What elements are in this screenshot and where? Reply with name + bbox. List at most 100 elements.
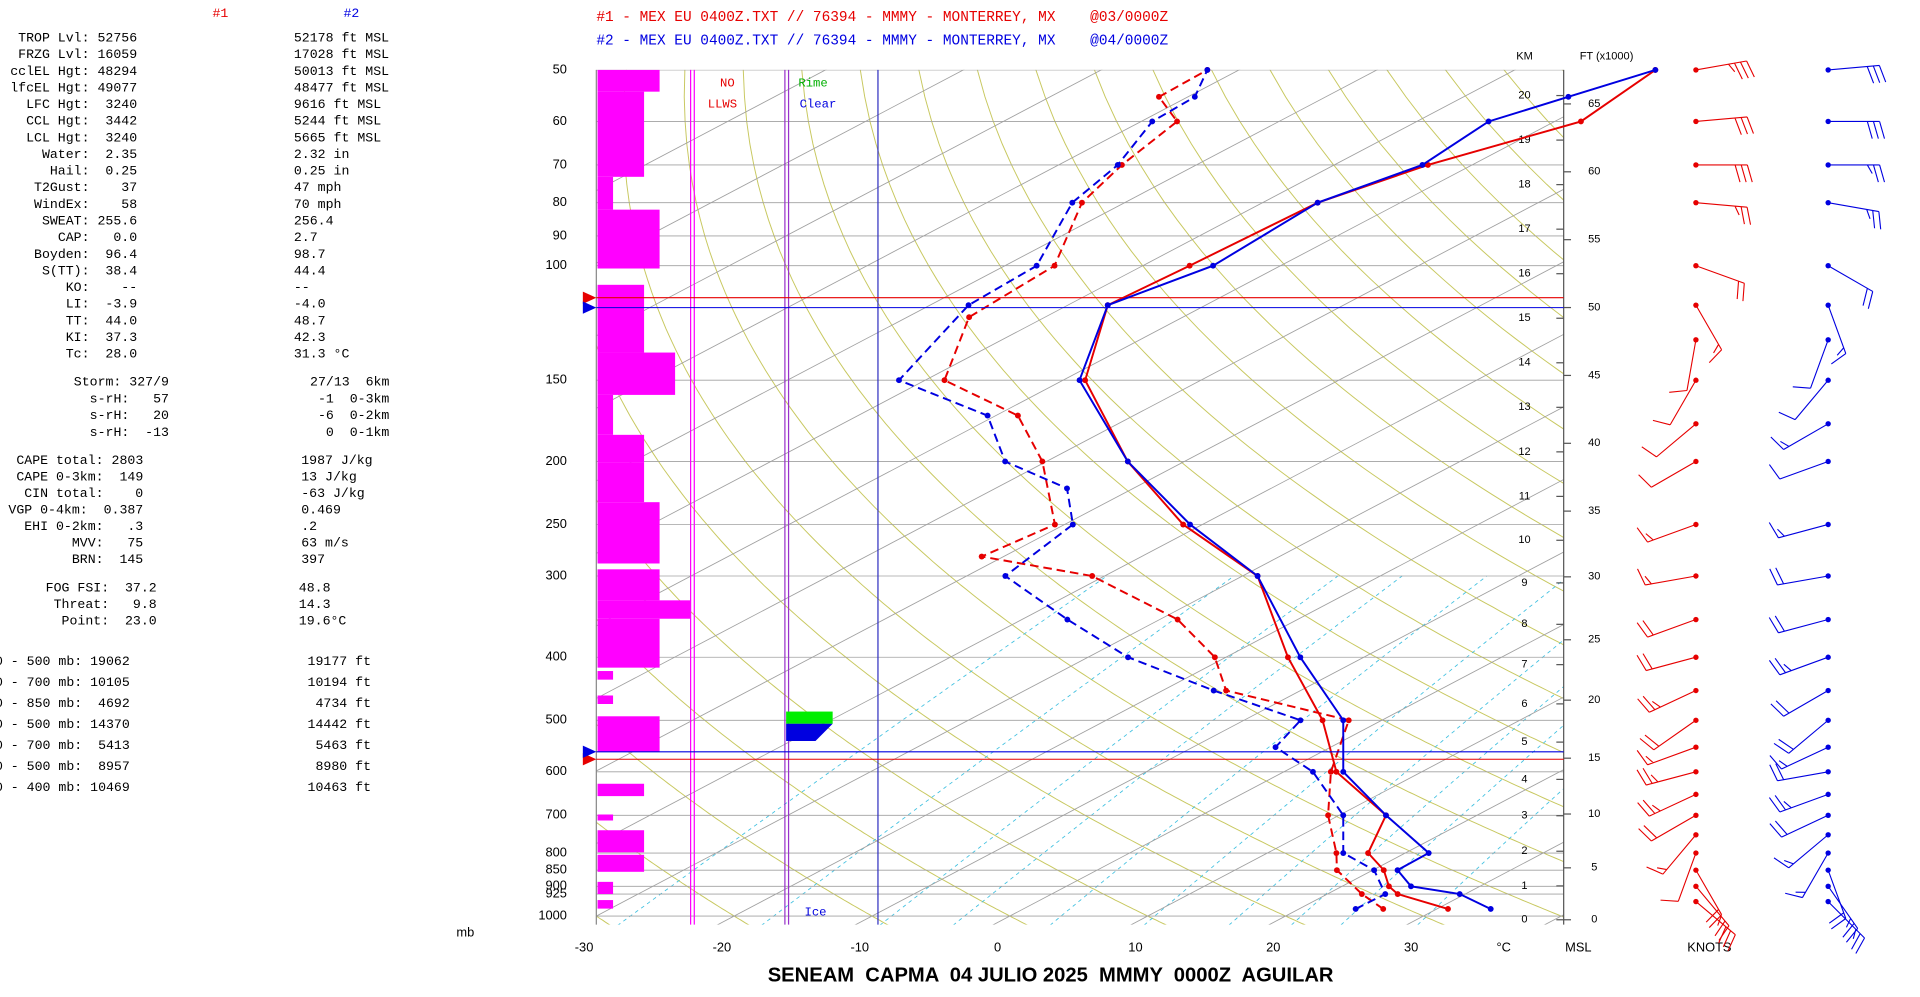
cat-bar [597,783,645,797]
wind-station-dot [1825,883,1831,889]
param-value: -4.0 [294,297,326,312]
param-label: CAP: 0.0 [58,230,137,245]
param-label: EHI 0-2km: .3 [24,519,143,534]
temperature-point [1577,118,1584,125]
wind-barb [1773,834,1829,869]
mixing-ratio-line [761,575,1235,925]
dewpoint-point [1345,717,1352,724]
dry-adiabat [1386,69,1564,261]
km-tick-label: 16 [1518,268,1530,280]
wind-barb [1768,656,1829,676]
temperature-point [1394,867,1401,874]
dewpoint-point [941,377,948,384]
mixing-ratio-line [1050,575,1488,925]
wind-barb [1695,164,1753,183]
dewpoint-point [978,553,985,560]
km-tick-label: 14 [1518,357,1530,369]
wind-barb [1773,719,1829,754]
dewpoint-point [1114,162,1121,168]
cat-bar [597,569,660,601]
y-tick-label: 70 [553,156,567,171]
cat-bar [597,434,645,463]
temperature-point [1104,302,1111,309]
wind-station-dot [1693,883,1699,889]
msl-label: MSL [1565,939,1591,954]
wind-station-dot [1825,791,1831,798]
temperature-point [1333,768,1340,775]
wind-barb [1695,60,1755,80]
temperature-point [1445,905,1451,912]
temperature-point [1565,93,1572,100]
param-value: 256.4 [294,214,334,229]
wind-barb [1637,793,1697,817]
km-tick-label: 3 [1521,810,1527,822]
wind-station-dot [1825,616,1831,623]
wind-station-dot [1693,421,1699,427]
temperature-point [1394,891,1401,897]
dewpoint-point [1371,867,1378,874]
temperature-point [1383,812,1389,819]
clear-icing [786,723,833,741]
level-marker [582,301,597,314]
grid-line [992,624,1564,925]
y-tick-label: 1000 [538,907,567,922]
isotherm [596,69,965,264]
param-label: cclEL Hgt: 48294 [10,64,137,79]
cat-bar [597,671,614,680]
param-value: 19.6°C [299,613,347,628]
y-tick-label: 925 [546,885,567,900]
param-value: 8980 ft [315,759,371,774]
temperature-point [1186,262,1193,269]
dewpoint-point [1333,850,1340,856]
wind-station-dot [1825,654,1831,660]
temperature-point [1284,654,1291,661]
param-value: 397 [301,552,325,567]
wind-station-dot [1693,812,1699,819]
param-label: KO: -- [66,280,137,295]
km-tick-label: 6 [1521,698,1527,710]
legend-entry: #1 - MEX EU 0400Z.TXT // 76394 - MMMY - … [596,10,1168,26]
ft-tick-label: 25 [1588,634,1600,646]
mixing-ratio-line [1291,686,1564,925]
param-value: -6 0-2km [318,408,389,423]
cat-bar [597,618,660,668]
param-label: CAPE total: 2803 [16,453,143,468]
param-value: -- [294,280,310,295]
dry-adiabat [918,69,1564,700]
x-tick-label: -20 [713,939,732,954]
dewpoint-line [943,69,1384,910]
param-value: 27/13 6km [310,375,389,390]
wind-station-dot [1693,898,1699,905]
param-value: 9616 ft MSL [294,97,381,112]
y-tick-label: 90 [553,227,567,242]
dewpoint-point [966,314,973,321]
param-value: 0.25 in [294,164,350,179]
dewpoint-point [1069,521,1076,528]
dewpoint-point [1327,768,1334,775]
dry-adiabat [596,618,1028,925]
y-tick-label: 700 [546,807,567,822]
dewpoint-point [1325,812,1332,819]
grid-line [1268,769,1564,925]
y-tick-label: 150 [546,372,567,387]
cat-bar [597,284,645,353]
rime-icing [786,711,833,724]
cat-bar [597,900,614,909]
param-label: s-rH: -13 [90,425,169,440]
wind-barb [1792,339,1829,389]
temperature-point [1210,262,1217,269]
dry-adiabat [859,69,1564,754]
dewpoint-point [1191,93,1198,100]
cat-bar [597,814,614,821]
wind-station-dot [1693,791,1699,798]
wind-barb [1638,814,1697,842]
wind-station-dot [1693,717,1699,723]
y-tick-label: 50 [553,61,567,76]
dry-adiabat [1503,69,1564,139]
km-tick-label: 12 [1518,446,1530,458]
wind-station-dot [1825,867,1831,873]
wind-station-dot [1825,118,1831,125]
wind-station-dot [1693,744,1699,750]
dewpoint-point [1118,162,1125,168]
